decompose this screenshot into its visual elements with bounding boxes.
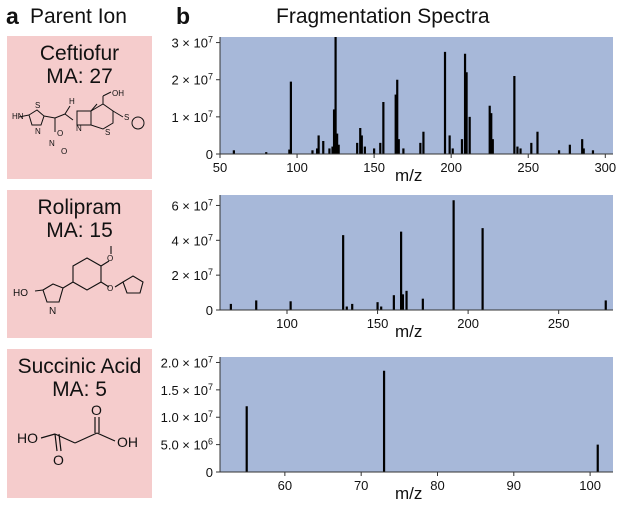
x-tick-label: 100 xyxy=(276,316,298,331)
y-tick-label: 2 × 107 xyxy=(171,267,213,283)
svg-text:HO: HO xyxy=(13,288,28,299)
molecule-name: Succinic Acid xyxy=(17,355,142,378)
x-tick-label: 100 xyxy=(286,160,308,175)
x-tick-label: 150 xyxy=(363,160,385,175)
panel-b-title: Fragmentation Spectra xyxy=(276,5,490,28)
molecule-assembly-index: MA: 5 xyxy=(52,378,107,401)
y-tick-label: 0 xyxy=(206,303,213,318)
axes: 50 100 150 200 250 300 0 1 × 107 2 × 107 3 × 107 m… xyxy=(171,35,616,185)
peaks xyxy=(229,200,607,310)
molecule-assembly-index: MA: 15 xyxy=(46,219,113,242)
svg-text:S: S xyxy=(124,113,129,122)
x-tick-label: 100 xyxy=(579,478,601,493)
ceftiofur-structure-icon: HN S N O H N S OH S N O xyxy=(12,90,145,156)
x-tick-label: 250 xyxy=(548,316,570,331)
plot-area xyxy=(220,357,613,472)
y-tick-label: 6 × 107 xyxy=(171,197,213,213)
panel-a-letter: a xyxy=(6,3,19,29)
svg-text:N: N xyxy=(49,306,56,317)
molecule-name: Rolipram xyxy=(37,196,122,219)
peaks xyxy=(245,370,599,472)
y-tick-label: 3 × 107 xyxy=(171,35,213,51)
svg-text:O: O xyxy=(53,452,64,468)
x-axis-label: m/z xyxy=(395,322,422,341)
y-tick-label: 2.0 × 107 xyxy=(161,354,213,370)
x-tick-label: 60 xyxy=(278,478,292,493)
peaks xyxy=(232,37,595,154)
panel-b-letter: b xyxy=(176,3,191,29)
x-tick-label: 250 xyxy=(517,160,539,175)
y-tick-label: 1.0 × 107 xyxy=(161,409,213,425)
svg-text:O: O xyxy=(107,254,113,263)
x-tick-label: 70 xyxy=(354,478,368,493)
succinic-acid-structure-icon: HO O O OH xyxy=(17,403,138,468)
panel-a-title: Parent Ion xyxy=(30,5,127,28)
x-tick-label: 200 xyxy=(440,160,462,175)
svg-text:O: O xyxy=(91,403,102,418)
axes: 60 70 80 90 100 0 5.0 × 106 1.0 × 107 1.5 × 107 2… xyxy=(161,354,613,503)
svg-text:N: N xyxy=(35,127,41,136)
y-tick-label: 1 × 107 xyxy=(171,109,213,125)
x-axis-label: m/z xyxy=(395,484,422,503)
plot-area xyxy=(220,37,613,154)
y-tick-label: 2 × 107 xyxy=(171,72,213,88)
x-tick-label: 80 xyxy=(430,478,444,493)
svg-text:HN: HN xyxy=(12,112,24,121)
molecule-card-succinic-acid: Succinic Acid MA: 5 HO O O OH xyxy=(7,349,152,498)
plot-area xyxy=(220,195,613,310)
y-tick-label: 1.5 × 107 xyxy=(161,382,213,398)
svg-text:HO: HO xyxy=(17,430,38,446)
svg-text:OH: OH xyxy=(117,434,138,450)
svg-text:S: S xyxy=(105,128,110,137)
x-tick-label: 90 xyxy=(507,478,521,493)
svg-text:N: N xyxy=(49,139,55,148)
y-tick-label: 0 xyxy=(206,465,213,480)
x-tick-label: 300 xyxy=(594,160,616,175)
rolipram-structure-icon: O O HO N xyxy=(13,246,144,317)
svg-text:S: S xyxy=(35,101,40,110)
x-axis-label: m/z xyxy=(395,166,422,185)
y-tick-label: 5.0 × 106 xyxy=(161,437,213,453)
molecule-name: Ceftiofur xyxy=(39,42,120,65)
svg-text:OH: OH xyxy=(112,90,124,98)
molecule-assembly-index: MA: 27 xyxy=(46,65,113,88)
svg-text:H: H xyxy=(69,97,75,106)
x-tick-label: 200 xyxy=(457,316,479,331)
x-tick-label: 50 xyxy=(213,160,227,175)
svg-text:O: O xyxy=(57,129,63,138)
molecule-card-ceftiofur: Ceftiofur MA: 27 HN S N O H N S OH S N O xyxy=(7,36,152,179)
molecule-card-rolipram: Rolipram MA: 15 O O HO N xyxy=(7,190,152,338)
y-tick-label: 4 × 107 xyxy=(171,232,213,248)
y-tick-label: 0 xyxy=(206,147,213,162)
svg-text:O: O xyxy=(61,147,67,156)
x-tick-label: 150 xyxy=(367,316,389,331)
svg-text:O: O xyxy=(107,284,113,293)
svg-text:N: N xyxy=(76,124,82,133)
axes: 100 150 200 250 0 2 × 107 4 × 107 6 × 107 m/z xyxy=(171,195,613,341)
